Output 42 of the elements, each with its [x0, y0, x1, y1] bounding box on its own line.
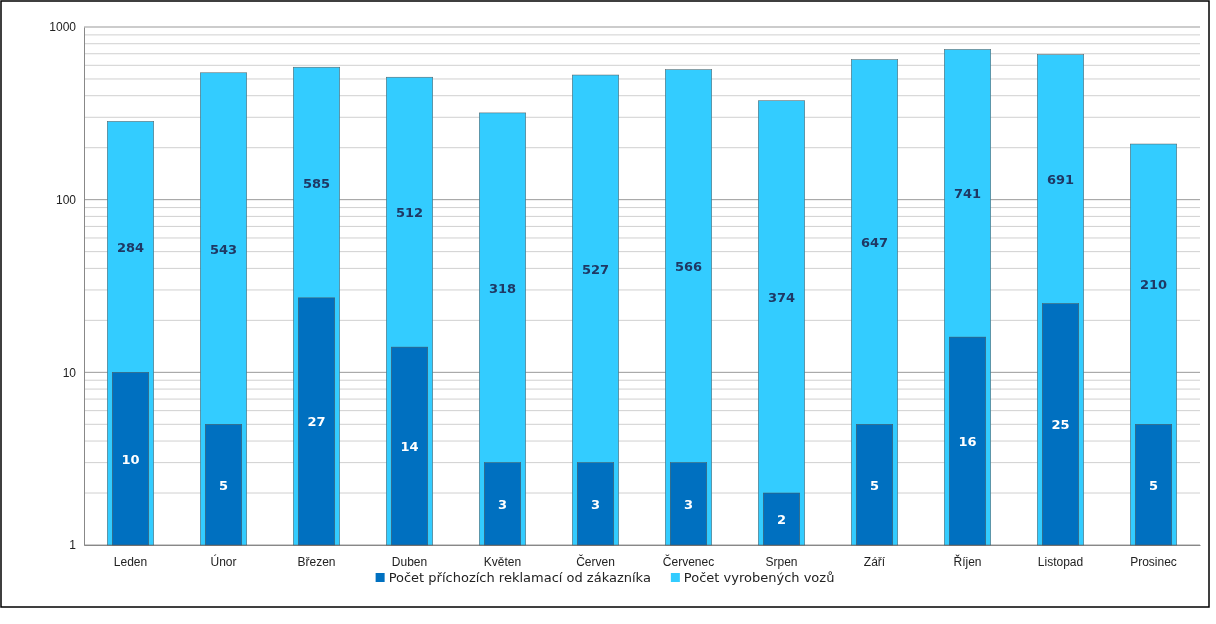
data-label: 284 [116, 239, 145, 255]
x-tick-label: Duben [391, 554, 428, 569]
data-label: 512 [395, 205, 424, 221]
data-label: 741 [953, 186, 982, 202]
data-label: 27 [307, 414, 326, 430]
y-tick-label: 100 [55, 193, 77, 208]
x-tick-label: Srpen [765, 554, 798, 569]
data-label: 5 [869, 477, 880, 493]
data-label: 210 [1139, 277, 1168, 293]
data-label: 25 [1051, 417, 1070, 433]
legend-label: Počet příchozích reklamací od zákazníka [388, 570, 651, 585]
data-label: 2 [776, 512, 787, 528]
x-tick-label: Leden [113, 554, 148, 569]
data-label: 3 [683, 496, 694, 512]
data-label: 16 [958, 434, 977, 450]
x-tick-label: Září [863, 554, 886, 569]
data-label: 647 [860, 234, 889, 250]
x-tick-label: Říjen [953, 553, 982, 569]
x-tick-label: Březen [297, 554, 336, 569]
data-label: 318 [488, 280, 517, 296]
data-label: 543 [209, 241, 238, 257]
data-label: 10 [121, 451, 140, 467]
data-label: 5 [1148, 477, 1159, 493]
y-tick-label: 1000 [49, 20, 77, 35]
x-tick-label: Květen [483, 554, 522, 569]
x-tick-label: Únor [210, 553, 237, 569]
data-label: 527 [581, 261, 610, 277]
y-tick-label: 10 [62, 365, 77, 380]
y-tick-label: 1 [69, 538, 77, 553]
x-tick-label: Červen [576, 553, 615, 569]
data-label: 5 [218, 477, 229, 493]
legend-label: Počet vyrobených vozů [683, 570, 835, 585]
data-label: 585 [302, 175, 331, 191]
x-tick-label: Červenec [662, 553, 715, 569]
x-tick-label: Listopad [1037, 554, 1084, 569]
x-tick-label: Prosinec [1130, 554, 1177, 569]
data-label: 3 [590, 496, 601, 512]
data-label: 374 [767, 289, 796, 305]
data-label: 566 [674, 259, 703, 275]
data-label: 14 [400, 439, 419, 455]
data-label: 691 [1046, 172, 1075, 188]
data-label: 3 [497, 496, 508, 512]
